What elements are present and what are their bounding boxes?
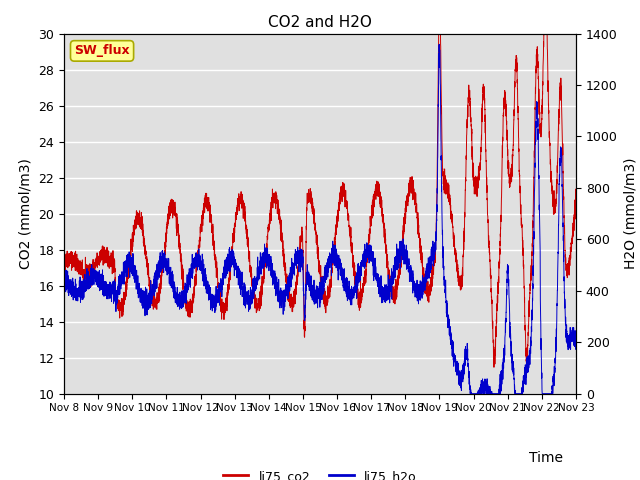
Title: CO2 and H2O: CO2 and H2O	[268, 15, 372, 30]
Y-axis label: CO2 (mmol/m3): CO2 (mmol/m3)	[19, 158, 33, 269]
Legend: li75_co2, li75_h2o: li75_co2, li75_h2o	[218, 465, 422, 480]
Y-axis label: H2O (mmol/m3): H2O (mmol/m3)	[623, 158, 637, 269]
Text: SW_flux: SW_flux	[74, 44, 130, 58]
Text: Time: Time	[529, 451, 563, 465]
